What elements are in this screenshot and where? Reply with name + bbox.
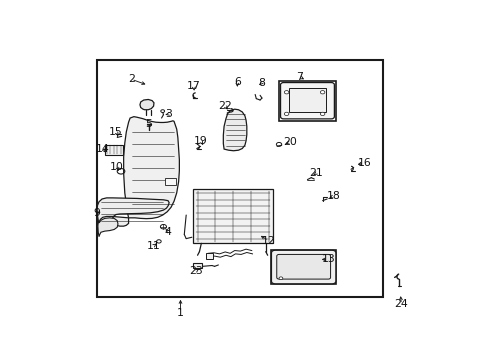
Circle shape [160, 225, 166, 229]
Polygon shape [140, 99, 154, 110]
Text: 7: 7 [296, 72, 303, 82]
Text: 11: 11 [147, 240, 161, 251]
FancyBboxPatch shape [280, 82, 334, 119]
Circle shape [156, 240, 161, 243]
Text: 4: 4 [164, 227, 171, 237]
FancyBboxPatch shape [276, 255, 330, 279]
Text: 22: 22 [218, 100, 231, 111]
Text: 5: 5 [144, 118, 151, 129]
Text: 19: 19 [193, 136, 207, 146]
Text: 18: 18 [326, 191, 340, 201]
Bar [271, 250, 335, 284]
Text: 24: 24 [394, 299, 407, 309]
Text: 14: 14 [96, 144, 109, 153]
Text: 23: 23 [188, 266, 202, 276]
Text: 17: 17 [186, 81, 200, 91]
Polygon shape [223, 109, 246, 151]
Text: 1: 1 [177, 308, 183, 318]
Text: 6: 6 [233, 77, 240, 87]
Circle shape [320, 91, 324, 94]
Bar [104, 145, 122, 155]
Circle shape [161, 110, 164, 112]
Bar [205, 253, 212, 259]
Text: 2: 2 [127, 74, 134, 84]
Circle shape [320, 112, 324, 116]
Text: 15: 15 [109, 127, 122, 137]
FancyBboxPatch shape [271, 250, 335, 284]
Text: 13: 13 [321, 255, 334, 264]
Polygon shape [123, 117, 179, 219]
Polygon shape [98, 218, 118, 237]
Circle shape [279, 277, 282, 280]
Circle shape [284, 91, 288, 94]
Polygon shape [97, 198, 169, 226]
Text: 20: 20 [283, 138, 297, 148]
Text: 3: 3 [165, 109, 172, 119]
Bar [193, 189, 272, 243]
Text: 16: 16 [357, 158, 370, 168]
Bar [97, 60, 383, 297]
Bar [279, 81, 335, 121]
Bar [288, 89, 325, 112]
Text: 21: 21 [308, 168, 322, 179]
Bar [165, 179, 176, 185]
Text: 8: 8 [258, 77, 265, 87]
Text: 10: 10 [110, 162, 124, 172]
Text: 12: 12 [262, 235, 275, 246]
Circle shape [284, 112, 288, 116]
Bar [193, 263, 202, 268]
Text: 9: 9 [94, 208, 101, 218]
